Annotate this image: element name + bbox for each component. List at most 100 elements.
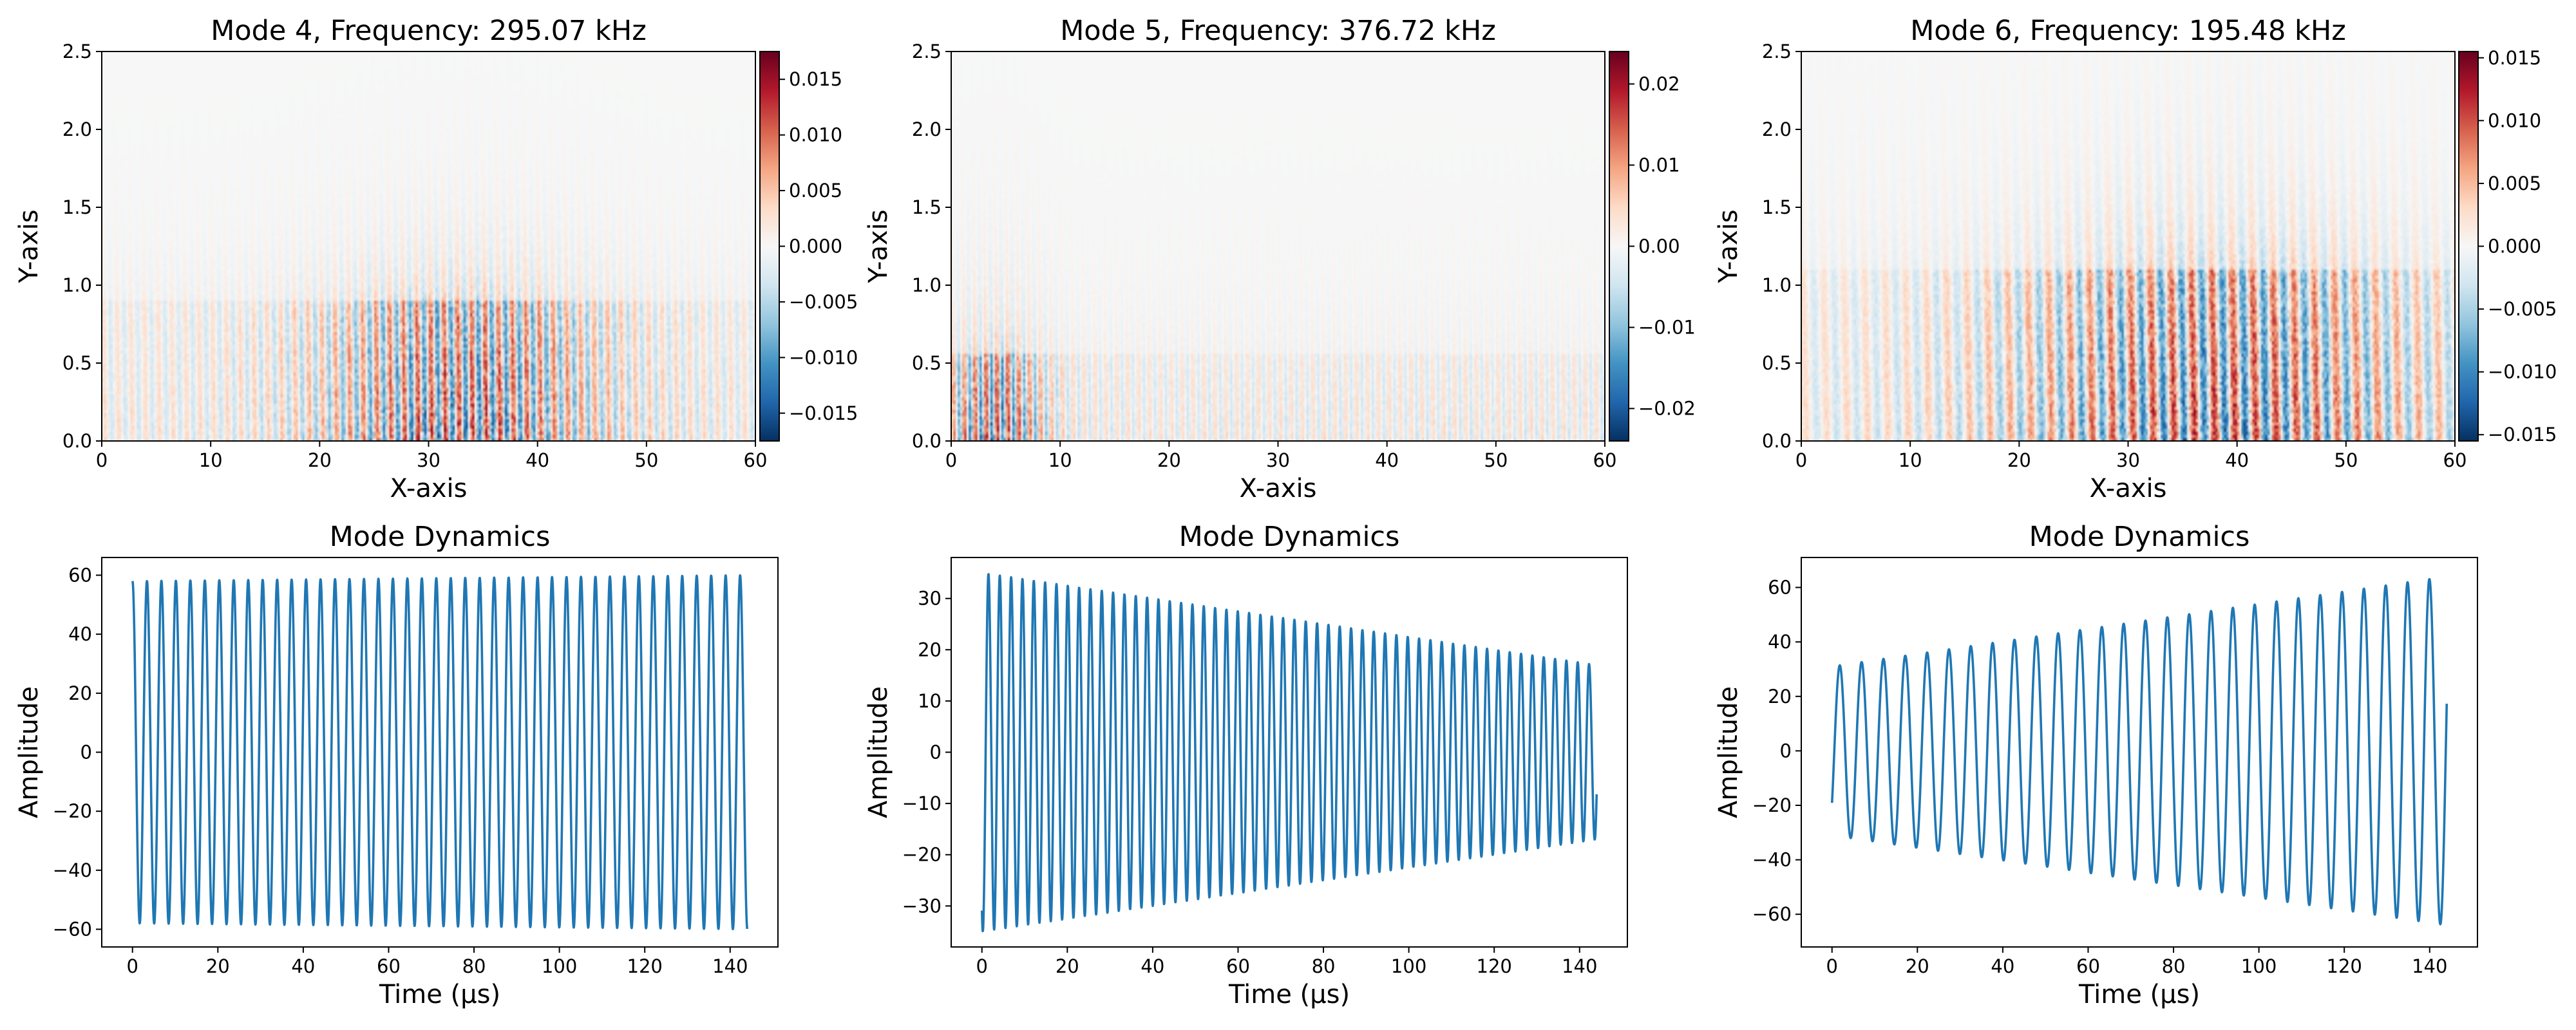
mode4-dynamics-ytick-label: −40	[53, 859, 92, 881]
mode5-dynamics-ytick-label: −20	[902, 844, 942, 866]
mode6-dynamics-frame	[1801, 557, 2478, 948]
mode6-dynamics-xtick-label: 60	[2076, 955, 2100, 977]
mode5-heatmap-colorbar-label: −0.01	[1638, 317, 1696, 339]
mode4-heatmap-xtick-label: 40	[526, 449, 549, 471]
mode4-heatmap-colorbar-label: 0.010	[789, 124, 842, 146]
mode6-heatmap: 0 10 20 30 40 50 60 0.0 0.5 1.0 1.5 2.0 2.5 Mode 6, F…	[1714, 15, 2557, 503]
mode4-dynamics-ytick-label: 40	[68, 623, 92, 645]
mode6-heatmap-ytick-label: 0.5	[1762, 352, 1792, 374]
mode5-heatmap-ytick-label: 1.5	[912, 196, 942, 218]
mode5-heatmap-xtick-label: 40	[1375, 449, 1399, 471]
mode4-heatmap-ytick-label: 2.0	[62, 118, 92, 140]
mode4-heatmap-xtick-label: 20	[308, 449, 332, 471]
mode5-dynamics-xlabel: Time (μs)	[1228, 980, 1350, 1009]
mode6-dynamics: 0 20 40 60 80 100 120 140 −60 −40 −20 0 20 40 60 Mode D…	[1714, 521, 2478, 1009]
mode4-dynamics-xtick-label: 60	[377, 955, 401, 977]
mode4-heatmap-colorbar-label: 0.000	[789, 236, 842, 258]
mode5-heatmap-ytick-label: 2.5	[912, 41, 942, 62]
mode5-heatmap-ylabel: Y-axis	[864, 209, 893, 283]
mode6-heatmap-xtick-label: 50	[2334, 449, 2358, 471]
mode4-heatmap-ytick-label: 2.5	[62, 41, 92, 62]
mode4-dynamics-xtick-label: 40	[291, 955, 315, 977]
mode6-heatmap-colorbar-label: 0.000	[2488, 236, 2541, 258]
mode5-heatmap-colorbar-label: −0.02	[1638, 398, 1696, 420]
mode4-heatmap-colorbar-label: 0.005	[789, 180, 842, 201]
mode6-heatmap-colorbar-label: 0.010	[2488, 109, 2541, 131]
mode5-dynamics-xtick-label: 40	[1141, 955, 1164, 977]
mode6-dynamics-xtick-label: 0	[1826, 955, 1838, 977]
mode4-heatmap-colorbar-label: −0.005	[789, 291, 858, 313]
mode6-dynamics-xtick-label: 120	[2327, 955, 2362, 977]
mode6-dynamics-ytick-label: −20	[1752, 794, 1792, 816]
mode6-dynamics-xtick-label: 40	[1991, 955, 2014, 977]
mode4-dynamics: 0 20 40 60 80 100 120 140 −60 −40 −20 0 20 40 60 Mode D…	[14, 521, 779, 1009]
mode4-dynamics-title: Mode Dynamics	[330, 521, 551, 553]
mode5-dynamics-xtick-label: 60	[1226, 955, 1250, 977]
mode6-heatmap-xtick-label: 10	[1899, 449, 1922, 471]
mode5-heatmap-xtick-label: 10	[1048, 449, 1072, 471]
mode5-heatmap-ytick-label: 2.0	[912, 118, 942, 140]
mode4-heatmap-colorbar-label: −0.010	[789, 346, 858, 368]
mode6-heatmap-colorbar-label: 0.015	[2488, 47, 2541, 69]
mode5-dynamics-xtick-label: 20	[1056, 955, 1079, 977]
mode5-heatmap-ytick-label: 0.5	[912, 352, 942, 374]
mode4-dynamics-xlabel: Time (μs)	[379, 980, 500, 1009]
mode5-heatmap-xtick-label: 60	[1593, 449, 1617, 471]
mode5-dynamics-series-line	[980, 573, 1598, 933]
mode4-heatmap-xtick-label: 50	[634, 449, 658, 471]
mode4-heatmap-colorbar	[759, 51, 780, 442]
mode4-dynamics-ytick-label: 20	[68, 682, 92, 704]
mode4-dynamics-ytick-label: 60	[68, 565, 92, 586]
mode6-heatmap-ytick-label: 2.5	[1762, 41, 1792, 62]
mode4-heatmap-ytick-label: 1.5	[62, 196, 92, 218]
mode5-heatmap-field	[951, 52, 1605, 441]
mode5-heatmap-colorbar-label: 0.01	[1638, 154, 1680, 176]
mode6-heatmap-xtick-label: 40	[2225, 449, 2249, 471]
mode4-heatmap-ytick-label: 0.5	[62, 352, 92, 374]
mode6-dynamics-title: Mode Dynamics	[2029, 521, 2250, 553]
mode4-heatmap-xlabel: X-axis	[390, 474, 468, 503]
mode4-dynamics-xtick-label: 100	[542, 955, 577, 977]
mode4-heatmap: 0 10 20 30 40 50 60 0.0 0.5 1.0 1.5 2.0 2.5 Mode 4, F…	[14, 15, 858, 503]
mode6-heatmap-xlabel: X-axis	[2090, 474, 2167, 503]
mode6-dynamics-ylabel: Amplitude	[1714, 686, 1743, 818]
mode6-dynamics-xtick-label: 80	[2162, 955, 2186, 977]
mode6-heatmap-ytick-label: 1.0	[1762, 274, 1792, 296]
mode5-heatmap-colorbar	[1609, 51, 1629, 442]
mode6-dynamics-ytick-label: 40	[1768, 631, 1792, 653]
mode4-dynamics-xtick-label: 140	[712, 955, 748, 977]
mode4-dynamics-xtick-label: 80	[462, 955, 486, 977]
mode5-dynamics: 0 20 40 60 80 100 120 140 −30 −20 −10 0 10 20 30 Mode D…	[864, 521, 1628, 1009]
mode6-heatmap-ytick-label: 1.5	[1762, 196, 1792, 218]
mode6-heatmap-title: Mode 6, Frequency: 195.48 kHz	[1910, 15, 2346, 47]
mode5-heatmap-xtick-label: 50	[1484, 449, 1508, 471]
mode6-heatmap-xtick-label: 60	[2443, 449, 2467, 471]
mode6-dynamics-ytick-label: 0	[1780, 740, 1792, 762]
mode5-heatmap: 0 10 20 30 40 50 60 0.0 0.5 1.0 1.5 2.0 2.5 Mode 5, F…	[864, 15, 1696, 503]
mode4-heatmap-xtick-label: 0	[96, 449, 108, 471]
mode5-heatmap-ytick-label: 1.0	[912, 274, 942, 296]
mode5-dynamics-xtick-label: 80	[1312, 955, 1336, 977]
mode4-dynamics-xtick-label: 120	[627, 955, 663, 977]
mode6-dynamics-series-line	[1830, 577, 2448, 926]
mode4-heatmap-colorbar-label: −0.015	[789, 402, 858, 424]
mode5-dynamics-ylabel: Amplitude	[864, 686, 893, 818]
mode4-heatmap-colorbar-label: 0.015	[789, 68, 842, 90]
mode4-dynamics-ytick-label: −20	[53, 800, 92, 822]
mode4-heatmap-ytick-label: 0.0	[62, 430, 92, 452]
mode4-heatmap-field	[102, 52, 755, 441]
mode4-dynamics-ytick-label: 0	[80, 742, 92, 763]
mode5-dynamics-ytick-label: 20	[918, 639, 942, 660]
mode5-dynamics-ytick-label: 0	[930, 742, 942, 763]
mode4-heatmap-xtick-label: 30	[417, 449, 440, 471]
mode5-dynamics-xtick-label: 0	[976, 955, 988, 977]
mode6-dynamics-ytick-label: −40	[1752, 849, 1792, 871]
mode6-heatmap-xtick-label: 20	[2007, 449, 2031, 471]
mode6-heatmap-colorbar-label: 0.005	[2488, 173, 2541, 194]
mode6-heatmap-colorbar	[2458, 51, 2479, 442]
mode6-dynamics-ytick-label: 20	[1768, 686, 1792, 707]
mode5-heatmap-xtick-label: 0	[945, 449, 957, 471]
mode6-heatmap-colorbar-label: −0.015	[2488, 424, 2557, 445]
mode4-dynamics-ytick-label: −60	[53, 919, 92, 941]
